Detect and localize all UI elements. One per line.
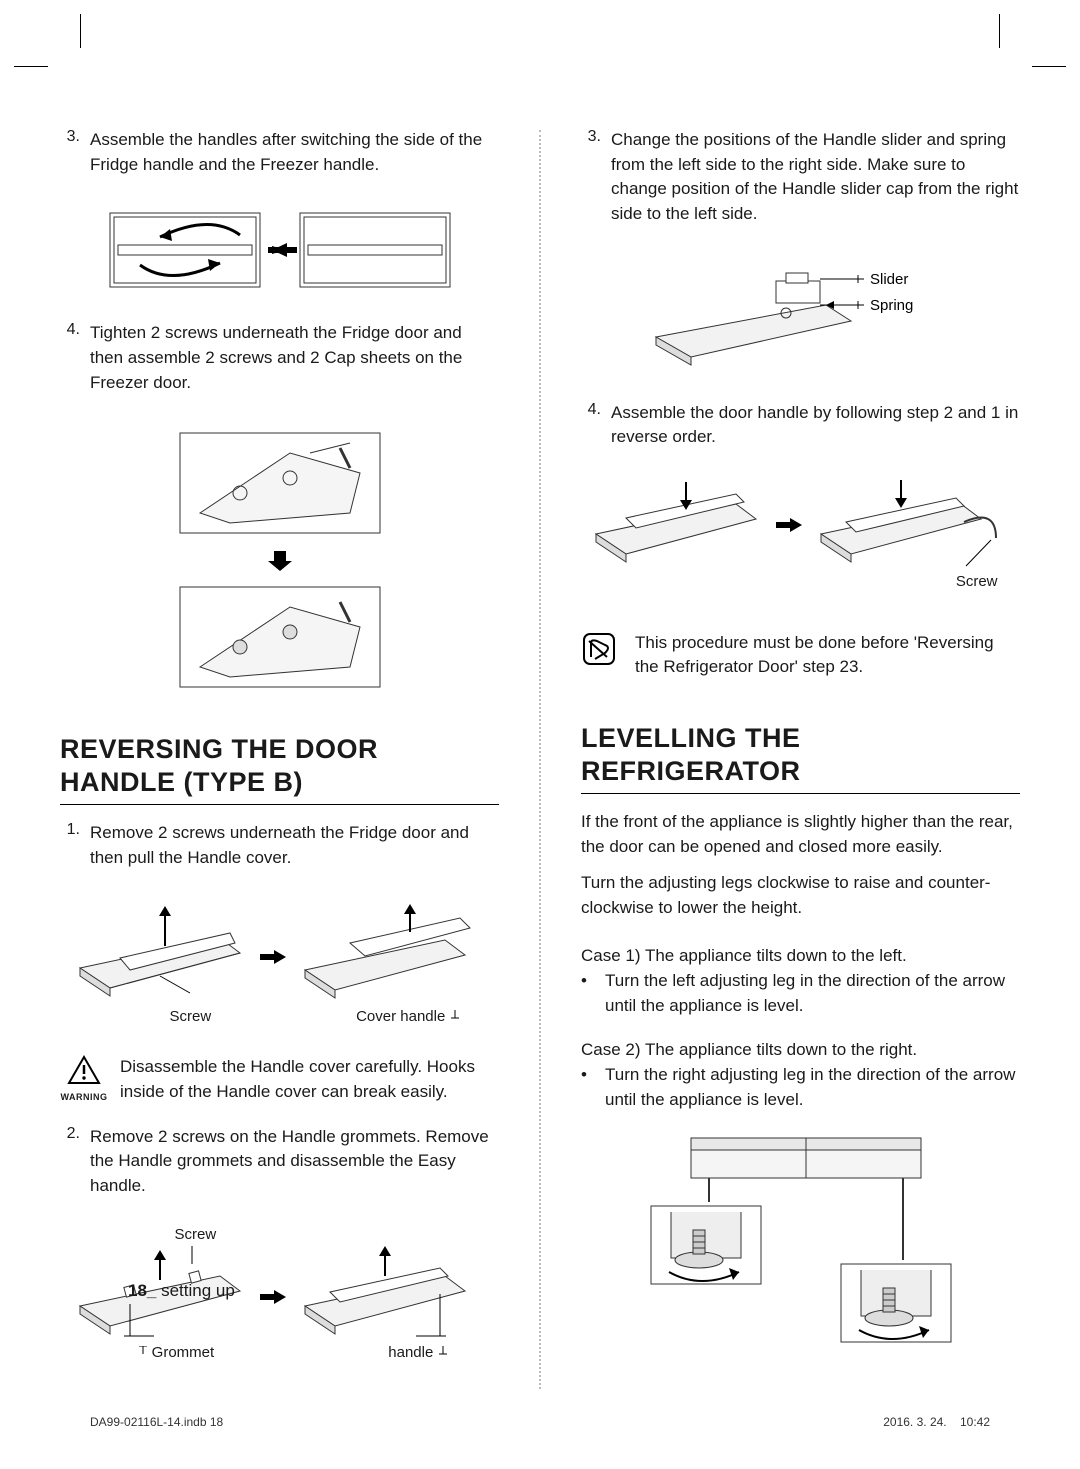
step-text: Assemble the handles after switching the… <box>90 128 499 177</box>
page-number: 18_ <box>128 1281 156 1300</box>
fig-label-screw: Screw <box>956 573 998 590</box>
heading-line-1: LEVELLING THE <box>581 723 801 753</box>
step-number: 2. <box>60 1125 80 1199</box>
step-number: 3. <box>60 128 80 177</box>
case2-heading: Case 2) The appliance tilts down to the … <box>581 1038 1020 1063</box>
heading-line-1: REVERSING THE DOOR <box>60 734 378 764</box>
left-step-4: 4. Tighten 2 screws underneath the Fridg… <box>60 321 499 395</box>
fig-label-grommet: Grommet <box>138 1344 215 1361</box>
figure-typeb-grommets: Screw <box>60 1226 499 1361</box>
step-text: Tighten 2 screws underneath the Fridge d… <box>90 321 499 395</box>
right-step-3: 3. Change the positions of the Handle sl… <box>581 128 1020 227</box>
step-text: Remove 2 screws underneath the Fridge do… <box>90 821 499 870</box>
right-step-4: 4. Assemble the door handle by following… <box>581 401 1020 450</box>
imprint-datetime: 2016. 3. 24. 10:42 <box>883 1415 990 1429</box>
case2-bullet: Turn the right adjusting leg in the dire… <box>581 1063 1020 1112</box>
fig-label-screw: Screw <box>170 1008 212 1025</box>
figure-slider-spring: Slider Spring <box>581 255 1020 375</box>
fig-label-handle: handle <box>388 1344 447 1361</box>
step-text: Remove 2 screws on the Handle grommets. … <box>90 1125 499 1199</box>
case1-bullet: Turn the left adjusting leg in the direc… <box>581 969 1020 1018</box>
case1-heading: Case 1) The appliance tilts down to the … <box>581 944 1020 969</box>
print-imprint: DA99-02116L-14.indb 18 2016. 3. 24. 10:4… <box>90 1415 990 1429</box>
step-number: 1. <box>60 821 80 870</box>
page-footer: 18_ setting up <box>128 1281 235 1301</box>
page-section-label: setting up <box>156 1281 234 1300</box>
warning-text: Disassemble the Handle cover carefully. … <box>120 1055 499 1104</box>
heading-line-2: HANDLE (TYPE B) <box>60 767 303 797</box>
section-heading-type-b: REVERSING THE DOOR HANDLE (TYPE B) <box>60 733 499 805</box>
figure-hinge-screws <box>60 423 499 697</box>
figure-levelling-legs <box>581 1130 1020 1360</box>
fig-label-screw: Screw <box>175 1226 217 1243</box>
note-block: This procedure must be done before 'Reve… <box>581 631 1020 680</box>
typeb-step-2: 2. Remove 2 screws on the Handle grommet… <box>60 1125 499 1199</box>
crop-mark <box>14 66 48 67</box>
levelling-para-1: If the front of the appliance is slightl… <box>581 810 1020 859</box>
fig-label-slider: Slider <box>870 271 908 288</box>
left-column: 3. Assemble the handles after switching … <box>60 60 499 1389</box>
step-number: 4. <box>581 401 601 450</box>
left-step-3: 3. Assemble the handles after switching … <box>60 128 499 177</box>
imprint-file: DA99-02116L-14.indb 18 <box>90 1415 223 1429</box>
figure-handle-swap <box>60 205 499 295</box>
typeb-step-1: 1. Remove 2 screws underneath the Fridge… <box>60 821 499 870</box>
crop-mark <box>1032 66 1066 67</box>
figure-reassemble: Screw <box>581 478 1020 591</box>
step-text: Assemble the door handle by following st… <box>611 401 1020 450</box>
step-text: Change the positions of the Handle slide… <box>611 128 1020 227</box>
fig-label-cover-handle: Cover handle <box>356 1008 459 1025</box>
warning-icon: WARNING <box>60 1055 108 1102</box>
warning-label: WARNING <box>60 1092 108 1102</box>
crop-mark <box>999 14 1000 48</box>
note-icon <box>581 631 621 672</box>
page-content: 3. Assemble the handles after switching … <box>60 60 1020 1389</box>
section-heading-levelling: LEVELLING THE REFRIGERATOR <box>581 722 1020 794</box>
fig-label-spring: Spring <box>870 297 913 314</box>
note-text: This procedure must be done before 'Reve… <box>635 631 1020 680</box>
step-number: 3. <box>581 128 601 227</box>
warning-block: WARNING Disassemble the Handle cover car… <box>60 1055 499 1104</box>
levelling-para-2: Turn the adjusting legs clockwise to rai… <box>581 871 1020 920</box>
figure-typeb-remove-cover: Screw Cover handle <box>60 898 499 1025</box>
right-column: 3. Change the positions of the Handle sl… <box>581 60 1020 1389</box>
heading-line-2: REFRIGERATOR <box>581 756 801 786</box>
column-divider <box>539 130 541 1389</box>
step-number: 4. <box>60 321 80 395</box>
crop-mark <box>80 14 81 48</box>
